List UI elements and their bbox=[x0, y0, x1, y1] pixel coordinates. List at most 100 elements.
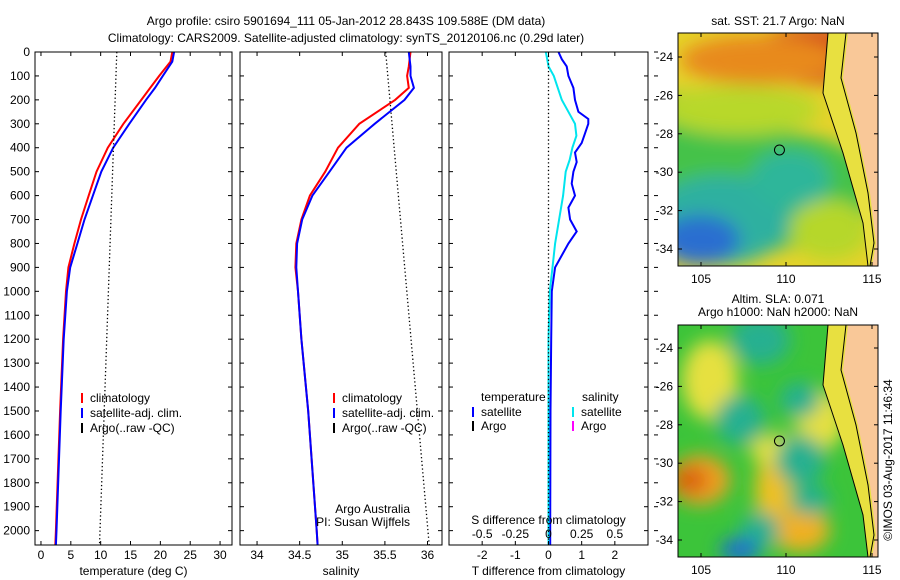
x-axis-label: temperature (deg C) bbox=[79, 564, 187, 578]
legend-header: temperature bbox=[481, 390, 546, 404]
secondary-tick-label: -0.25 bbox=[502, 527, 530, 541]
x-tick-label: 10 bbox=[94, 548, 108, 562]
x-tick-label: 35 bbox=[336, 548, 350, 562]
annotation-text: PI: Susan Wijffels bbox=[316, 515, 410, 529]
lat-tick-label: -26 bbox=[656, 379, 674, 393]
field-blob bbox=[740, 512, 780, 548]
x-tick-label: 34 bbox=[250, 548, 264, 562]
lon-tick-label: 105 bbox=[691, 272, 711, 286]
map-sla: 105 110 115 -24 -26 -28 -30 -32 -34 bbox=[656, 324, 882, 577]
map-title-height: Argo h1000: NaN h2000: NaN bbox=[698, 305, 858, 319]
x-tick-label: 30 bbox=[213, 548, 227, 562]
land bbox=[843, 33, 878, 266]
title-line1: Argo profile: csiro 5901694_111 05-Jan-2… bbox=[147, 14, 545, 28]
y-tick-label: 1000 bbox=[3, 284, 30, 298]
y-tick-label: 300 bbox=[10, 117, 30, 131]
legend-label: satellite-adj. clim. bbox=[90, 406, 182, 420]
series-line-temperature-1 bbox=[54, 51, 176, 546]
field-blob bbox=[720, 538, 760, 557]
x-tick-label: 2 bbox=[611, 548, 618, 562]
lat-tick-label: -24 bbox=[656, 50, 674, 64]
y-tick-label: 100 bbox=[10, 69, 30, 83]
lon-tick-label: 110 bbox=[776, 563, 795, 577]
field-blob bbox=[678, 85, 820, 135]
x-tick-label: -2 bbox=[477, 548, 488, 562]
x-tick-label: 0 bbox=[38, 548, 45, 562]
y-tick-label: 1500 bbox=[3, 404, 30, 418]
y-tick-label: 0 bbox=[23, 45, 30, 59]
lat-tick-label: -28 bbox=[656, 127, 674, 141]
field-blob bbox=[730, 325, 790, 365]
argo-location-marker bbox=[773, 144, 785, 156]
isobath-line bbox=[822, 33, 869, 266]
x-tick-label: 20 bbox=[154, 548, 168, 562]
panel-difference: -2 -1 0 1 2 T difference from climatology temp… bbox=[448, 51, 658, 578]
map-title-sst: sat. SST: 21.7 Argo: NaN bbox=[711, 14, 844, 28]
land bbox=[843, 325, 878, 557]
lat-tick-label: -34 bbox=[656, 533, 674, 547]
y-tick-label: 1600 bbox=[3, 428, 30, 442]
field-blob bbox=[682, 340, 738, 420]
map-sst: 105 110 115 -24 -26 -28 -30 -32 -34 bbox=[656, 32, 882, 286]
series-line-salinity-2 bbox=[385, 51, 430, 546]
map-frame bbox=[677, 32, 879, 267]
legend-label: satellite bbox=[481, 405, 522, 419]
legend-label: Argo bbox=[581, 419, 607, 433]
lon-tick-label: 115 bbox=[862, 563, 881, 577]
legend-label: Argo(..raw -QC) bbox=[342, 421, 427, 435]
legend-label: satellite-adj. clim. bbox=[342, 406, 434, 420]
y-tick-label: 700 bbox=[10, 213, 30, 227]
panel-temperature: 0 5 10 15 20 25 30 temperature (deg C) 0 100 200 30… bbox=[3, 45, 233, 578]
panel-salinity: 34 34.5 35 35.5 36 salinity climatologysatelli… bbox=[239, 51, 443, 578]
legend-label: Argo(..raw -QC) bbox=[90, 421, 175, 435]
map-field bbox=[678, 33, 878, 266]
lat-tick-label: -30 bbox=[656, 456, 674, 470]
series-line-temperature-0 bbox=[54, 51, 174, 546]
legend-label: Argo bbox=[481, 419, 507, 433]
x-tick-label: 0 bbox=[545, 548, 552, 562]
field-blob bbox=[750, 150, 830, 210]
plot-frame bbox=[239, 51, 443, 546]
isobath-line bbox=[822, 325, 869, 557]
annotation-text: Argo Australia bbox=[335, 502, 410, 516]
y-tick-label: 600 bbox=[10, 189, 30, 203]
x-axis-label: T difference from climatology bbox=[472, 564, 626, 578]
y-tick-label: 200 bbox=[10, 93, 30, 107]
x-tick-label: 15 bbox=[124, 548, 138, 562]
map-frame bbox=[677, 324, 879, 558]
map-field bbox=[678, 325, 878, 557]
lon-tick-label: 115 bbox=[862, 272, 881, 286]
x-tick-label: 25 bbox=[184, 548, 198, 562]
field-blob bbox=[790, 485, 830, 515]
x-tick-label: 5 bbox=[67, 548, 74, 562]
y-tick-label: 2000 bbox=[3, 524, 30, 538]
argo-location-marker bbox=[773, 435, 785, 447]
x-tick-label: 34.5 bbox=[288, 548, 312, 562]
timestamp: ©IMOS 03-Aug-2017 11:46:34 bbox=[881, 379, 895, 541]
y-tick-label: 1900 bbox=[3, 500, 30, 514]
x-tick-label: -1 bbox=[510, 548, 521, 562]
x-tick-label: 36 bbox=[421, 548, 435, 562]
map-title-sla: Altim. SLA: 0.071 bbox=[732, 292, 825, 306]
lat-tick-label: -28 bbox=[656, 418, 674, 432]
plot-frame bbox=[34, 51, 233, 546]
field-blob bbox=[775, 435, 825, 485]
y-tick-label: 1300 bbox=[3, 356, 30, 370]
legend-label: climatology bbox=[90, 391, 150, 405]
series-line-salinity-1 bbox=[295, 51, 416, 546]
y-tick-label: 800 bbox=[10, 236, 30, 250]
series-line-difference-0 bbox=[549, 51, 590, 545]
lat-tick-label: -34 bbox=[656, 242, 674, 256]
coastline bbox=[840, 325, 875, 557]
secondary-tick-label: 0.25 bbox=[570, 527, 594, 541]
field-blob bbox=[780, 382, 820, 418]
y-tick-label: 1700 bbox=[3, 452, 30, 466]
y-tick-label: 900 bbox=[10, 260, 30, 274]
field-blob bbox=[680, 35, 840, 85]
lat-tick-label: -24 bbox=[656, 341, 674, 355]
coastline bbox=[840, 33, 875, 266]
secondary-tick-label: 0.5 bbox=[606, 527, 623, 541]
title-line2: Climatology: CARS2009. Satellite-adjuste… bbox=[108, 31, 584, 45]
legend-header: salinity bbox=[582, 390, 619, 404]
